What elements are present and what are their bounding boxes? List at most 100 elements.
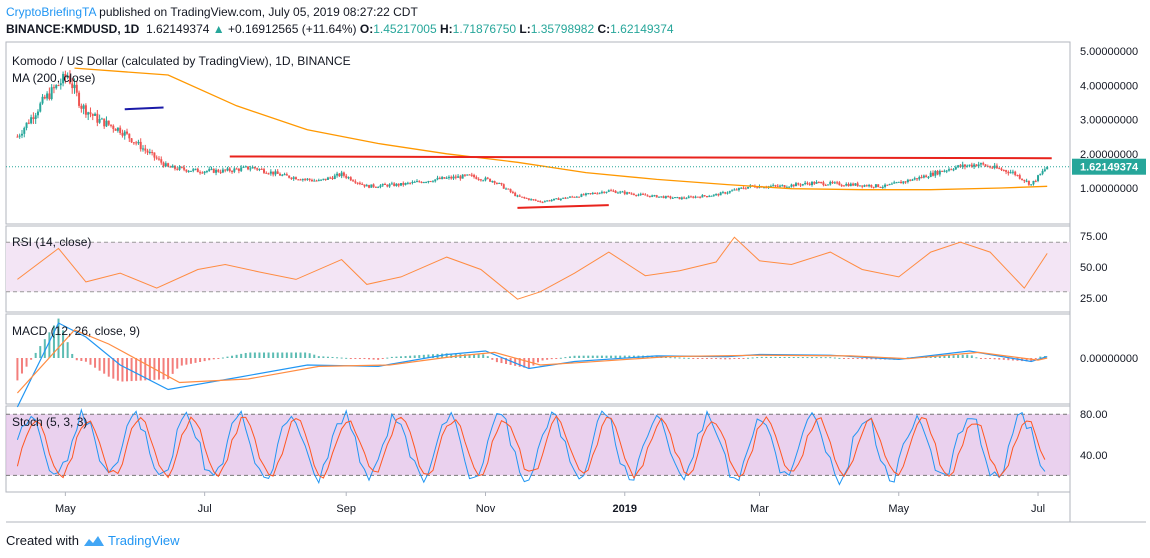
candle-body bbox=[205, 170, 208, 172]
macd-histogram-bar bbox=[62, 330, 65, 358]
candle-body bbox=[527, 198, 530, 200]
candle-body bbox=[523, 197, 526, 199]
candle-body bbox=[765, 187, 768, 189]
tradingview-brand: TradingView bbox=[107, 533, 180, 548]
macd-histogram-bar bbox=[345, 357, 348, 359]
candle-body bbox=[237, 168, 240, 171]
candle-body bbox=[943, 170, 946, 172]
candle-body bbox=[189, 170, 192, 172]
price-axis[interactable]: 5.00000000 4.00000000 3.00000000 2.00000000… bbox=[1072, 46, 1146, 462]
candle-body bbox=[1039, 173, 1042, 176]
candle-body bbox=[495, 182, 498, 184]
candle-body bbox=[208, 169, 211, 171]
close-label: C: bbox=[597, 22, 611, 36]
macd-histogram-bar bbox=[842, 358, 845, 359]
candle-body bbox=[534, 199, 537, 201]
ohlc-line: BINANCE:KMDUSD, 1D 1.62149374 ▲ +0.16912… bbox=[6, 22, 674, 36]
publisher-name[interactable]: CryptoBriefingTA bbox=[6, 5, 96, 19]
macd-histogram-bar bbox=[701, 358, 704, 359]
candle-body bbox=[584, 193, 587, 196]
macd-histogram-bar bbox=[253, 352, 256, 358]
candle-body bbox=[52, 87, 55, 89]
time-axis[interactable]: May Jul Sep Nov 2019 Mar May Jul bbox=[55, 492, 1045, 515]
macd-histogram-bar bbox=[226, 356, 229, 358]
candle-body bbox=[185, 169, 188, 172]
candle-body bbox=[1027, 180, 1030, 185]
candle-body bbox=[842, 185, 845, 187]
candle-body bbox=[57, 85, 60, 87]
candle-body bbox=[429, 181, 432, 183]
candle-body bbox=[98, 119, 101, 123]
macd-histogram-bar bbox=[244, 352, 247, 358]
candle-body bbox=[66, 75, 69, 78]
candle-body bbox=[788, 186, 791, 188]
candle-body bbox=[431, 181, 434, 183]
candle-body bbox=[1011, 171, 1014, 173]
macd-histogram-bar bbox=[824, 357, 827, 359]
macd-histogram-bar bbox=[810, 357, 813, 359]
macd-histogram-bar bbox=[532, 358, 535, 366]
macd-pane[interactable] bbox=[16, 318, 1048, 408]
candle-body bbox=[162, 162, 165, 167]
candle-body bbox=[552, 198, 555, 201]
candle-body bbox=[155, 157, 158, 159]
candle-body bbox=[548, 200, 551, 202]
candle-body bbox=[678, 197, 681, 200]
macd-histogram-bar bbox=[39, 346, 42, 358]
candle-body bbox=[473, 175, 476, 178]
candle-body bbox=[667, 196, 670, 198]
macd-histogram-bar bbox=[445, 353, 448, 358]
macd-histogram-bar bbox=[952, 355, 955, 358]
candle-body bbox=[660, 196, 663, 198]
candle-body bbox=[425, 182, 428, 184]
candle-body bbox=[507, 188, 510, 190]
candle-body bbox=[395, 183, 398, 187]
candle-body bbox=[304, 179, 307, 181]
candle-body bbox=[731, 190, 734, 192]
candle-body bbox=[80, 105, 83, 109]
price-pane[interactable] bbox=[6, 67, 1070, 209]
candle-body bbox=[692, 196, 695, 198]
candle-body bbox=[486, 177, 489, 179]
tradingview-logo[interactable]: TradingView bbox=[83, 533, 180, 548]
candle-body bbox=[737, 187, 740, 191]
macd-histogram-bar bbox=[669, 357, 672, 359]
up-arrow-icon: ▲ bbox=[212, 22, 225, 36]
candle-body bbox=[977, 164, 980, 167]
rsi-tick-label: 25.00 bbox=[1080, 293, 1108, 305]
stoch-pane-title: Stoch (5, 3, 3) bbox=[12, 415, 87, 429]
macd-histogram-bar bbox=[363, 358, 366, 360]
macd-histogram-bar bbox=[135, 358, 138, 381]
candle-body bbox=[278, 173, 281, 176]
candle-body bbox=[329, 177, 332, 179]
stoch-pane[interactable] bbox=[6, 407, 1070, 486]
candle-body bbox=[336, 173, 339, 176]
rsi-band bbox=[6, 242, 1070, 292]
candle-body bbox=[963, 164, 966, 167]
macd-histogram-bar bbox=[290, 352, 293, 358]
candle-body bbox=[710, 195, 713, 197]
macd-histogram-bar bbox=[308, 353, 311, 358]
macd-histogram-bar bbox=[418, 355, 421, 358]
macd-histogram-bar bbox=[203, 358, 206, 362]
candle-body bbox=[144, 148, 147, 151]
candle-body bbox=[176, 168, 179, 170]
candle-body bbox=[368, 185, 371, 188]
candle-body bbox=[893, 182, 896, 184]
rsi-pane[interactable] bbox=[6, 236, 1070, 300]
low-label: L: bbox=[519, 22, 531, 36]
candle-body bbox=[532, 199, 535, 201]
candle-body bbox=[413, 181, 416, 183]
candle-body bbox=[345, 175, 348, 178]
candle-body bbox=[562, 197, 565, 199]
macd-histogram-bar bbox=[861, 358, 864, 360]
candle-body bbox=[1018, 175, 1021, 179]
candle-body bbox=[897, 181, 900, 183]
macd-histogram-bar bbox=[148, 358, 151, 381]
macd-histogram-bar bbox=[75, 358, 78, 361]
macd-histogram-bar bbox=[957, 355, 960, 358]
macd-histogram-bar bbox=[596, 355, 599, 358]
candle-body bbox=[557, 198, 560, 200]
candle-body bbox=[217, 169, 220, 172]
